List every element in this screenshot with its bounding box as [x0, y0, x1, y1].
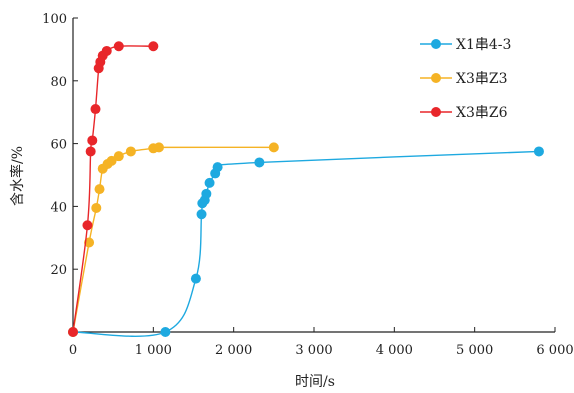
- legend-item: X1串4-3: [420, 37, 511, 53]
- y-axis-title: 含水率/%: [9, 146, 26, 206]
- ticks: 0 1 000 2 000 3 000 4 000 5 000 6 000 20 40 60 80 1…: [42, 12, 573, 358]
- legend-label: X3串Z6: [456, 105, 508, 121]
- data-point: [204, 177, 215, 188]
- legend-marker: [431, 39, 441, 49]
- series-2: [68, 142, 279, 337]
- data-point: [101, 45, 112, 56]
- series-3: [68, 41, 159, 337]
- data-point: [68, 327, 78, 337]
- data-point: [94, 184, 105, 195]
- data-point: [82, 220, 93, 231]
- series-line: [72, 150, 539, 337]
- data-point: [87, 135, 98, 146]
- legend-label: X1串4-3: [456, 37, 511, 53]
- series-1: [68, 146, 544, 337]
- x-tick-label: 6 000: [536, 343, 573, 358]
- legend-label: X3串Z3: [456, 71, 508, 87]
- y-tick-label: 100: [42, 12, 67, 27]
- data-point: [113, 41, 124, 52]
- legend-marker: [431, 107, 441, 117]
- data-point: [113, 151, 124, 162]
- y-tick-label: 20: [50, 263, 67, 278]
- axes: [72, 18, 555, 333]
- x-tick-label: 3 000: [295, 343, 332, 358]
- data-point: [90, 104, 101, 115]
- data-point: [91, 202, 102, 213]
- x-tick-label: 4 000: [376, 343, 413, 358]
- data-point: [196, 209, 207, 220]
- series-line: [72, 45, 154, 333]
- legend-marker: [431, 73, 441, 83]
- data-point: [201, 188, 212, 199]
- y-tick-label: 60: [50, 138, 67, 153]
- legend-item: X3串Z3: [420, 71, 508, 87]
- data-point: [212, 162, 223, 173]
- data-point: [125, 146, 136, 157]
- data-point: [533, 146, 544, 157]
- data-point: [160, 327, 171, 337]
- y-tick-label: 40: [50, 200, 67, 215]
- y-tick-label: 80: [50, 75, 67, 90]
- data-point: [148, 41, 159, 52]
- data-point: [254, 157, 265, 168]
- data-point: [84, 237, 95, 248]
- series-layer: [68, 41, 544, 337]
- legend-item: X3串Z6: [420, 105, 508, 121]
- data-point: [190, 273, 201, 284]
- x-axis-title: 时间/s: [295, 374, 335, 390]
- data-point: [268, 142, 279, 153]
- x-tick-label: 2 000: [215, 343, 252, 358]
- data-point: [153, 142, 164, 153]
- series-line: [72, 146, 274, 333]
- legend: X1串4-3 X3串Z3 X3串Z6: [420, 37, 511, 121]
- data-point: [85, 146, 96, 157]
- x-tick-label: 0: [69, 343, 77, 358]
- x-tick-label: 5 000: [456, 343, 493, 358]
- data-point: [106, 155, 117, 166]
- x-tick-label: 1 000: [135, 343, 172, 358]
